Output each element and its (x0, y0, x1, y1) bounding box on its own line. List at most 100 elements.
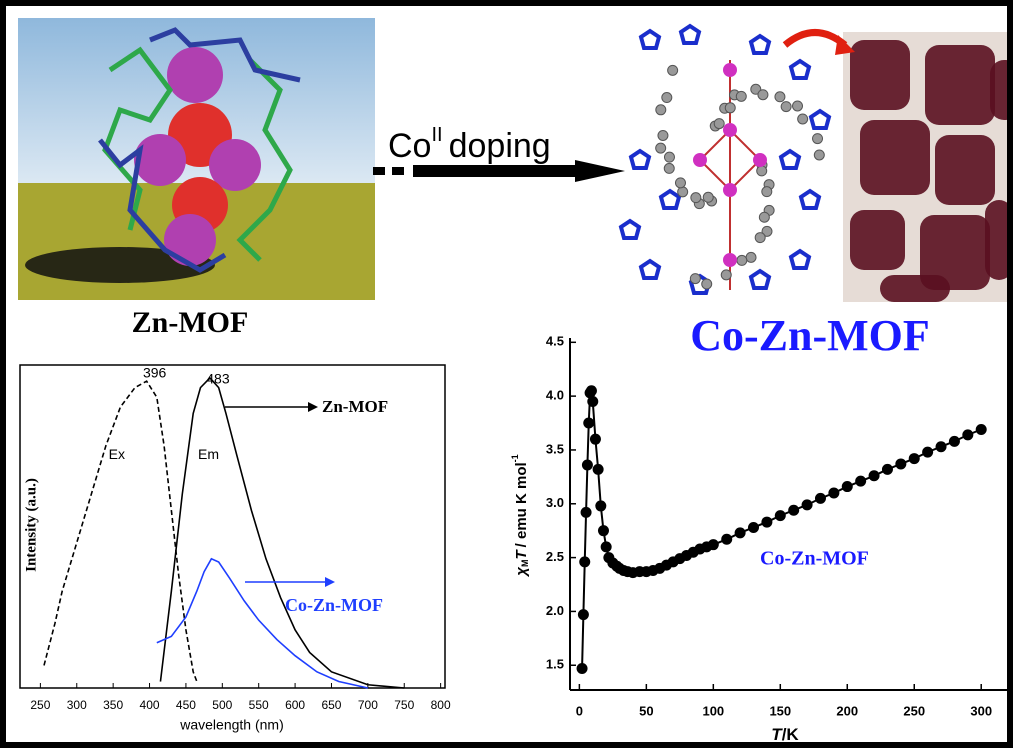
data-point (936, 441, 947, 452)
x-tick-label: 250 (903, 703, 925, 718)
data-point (590, 434, 601, 445)
metal (693, 153, 707, 167)
co-zn-mof-caption: Co-Zn-MOF (690, 311, 930, 360)
atom (721, 270, 731, 280)
atom (664, 152, 674, 162)
data-point (895, 458, 906, 469)
doping-superscript: II (431, 124, 442, 146)
x-tick-label: 450 (176, 698, 196, 712)
data-point (578, 609, 589, 620)
atom (656, 105, 666, 115)
x-tick-label: 500 (212, 698, 232, 712)
annotation: Co-Zn-MOF (760, 548, 869, 570)
data-point (775, 510, 786, 521)
x-tick-label: 700 (358, 698, 378, 712)
crystal (935, 135, 995, 205)
crystal-photo (843, 32, 1013, 302)
atom (813, 134, 823, 144)
x-axis-label: T/K (771, 725, 799, 744)
data-point (587, 396, 598, 407)
data-point (735, 527, 746, 538)
y-tick-label: 3.5 (546, 441, 564, 456)
graphical-abstract: Zn-MOF CoIIdoping Co-Zn-MOF 250300350400… (0, 0, 1013, 748)
y-tick-label: 1.5 (546, 657, 564, 672)
doping-label: CoIIdoping (388, 124, 551, 165)
atom (737, 255, 747, 265)
x-tick-label: 100 (702, 703, 724, 718)
annotation: Zn-MOF (322, 397, 388, 416)
data-point (721, 534, 732, 545)
x-tick-label: 50 (639, 703, 653, 718)
metal (723, 123, 737, 137)
zn-mof-caption: Zn-MOF (132, 306, 249, 339)
y-axis-label: Intensity (a.u.) (23, 478, 39, 572)
x-tick-label: 300 (970, 703, 992, 718)
zn-mof-illustration (18, 18, 375, 300)
series-label: Em (198, 446, 219, 462)
doping-suffix: doping (449, 127, 551, 165)
crystal (880, 275, 950, 302)
atom (656, 143, 666, 153)
data-point (842, 481, 853, 492)
atom (668, 65, 678, 75)
crystal (860, 120, 930, 195)
x-tick-label: 600 (285, 698, 305, 712)
data-point (922, 447, 933, 458)
metal (723, 253, 737, 267)
atom (725, 103, 735, 113)
series-label: Ex (109, 446, 125, 462)
atom (757, 166, 767, 176)
data-point (586, 385, 597, 396)
atom (736, 91, 746, 101)
atom (755, 233, 765, 243)
atom (758, 90, 768, 100)
x-tick-label: 200 (836, 703, 858, 718)
atom (691, 193, 701, 203)
data-point (855, 476, 866, 487)
data-point (882, 464, 893, 475)
data-point (949, 436, 960, 447)
y-tick-label: 3.0 (546, 495, 564, 510)
atom (775, 92, 785, 102)
atom (793, 101, 803, 111)
data-point (708, 539, 719, 550)
atom (814, 150, 824, 160)
data-point (802, 499, 813, 510)
x-tick-label: 250 (30, 698, 50, 712)
x-tick-label: 750 (394, 698, 414, 712)
atom (759, 212, 769, 222)
atom (690, 274, 700, 284)
y-axis-label: χMT/ emu K mol-1 (510, 454, 530, 577)
metal (753, 153, 767, 167)
x-tick-label: 300 (67, 698, 87, 712)
data-point (598, 525, 609, 536)
x-tick-label: 350 (103, 698, 123, 712)
y-label-subscript: M (520, 560, 530, 568)
y-label-exponent: -1 (510, 454, 520, 462)
atom (762, 187, 772, 197)
x-axis-label: wavelength (nm) (179, 717, 284, 733)
data-point (815, 493, 826, 504)
x-tick-label: 800 (431, 698, 451, 712)
crystal (850, 40, 910, 110)
atom (714, 119, 724, 129)
metal (723, 63, 737, 77)
data-point (583, 418, 594, 429)
peak-label: 483 (206, 371, 230, 387)
atom (798, 114, 808, 124)
data-point (869, 470, 880, 481)
crystal (850, 210, 905, 270)
data-point (976, 424, 987, 435)
atom (662, 93, 672, 103)
x-tick-label: 550 (249, 698, 269, 712)
data-point (593, 464, 604, 475)
atom (702, 279, 712, 289)
data-point (595, 500, 606, 511)
x-label-unit: /K (782, 725, 800, 744)
data-point (601, 541, 612, 552)
crystal (925, 45, 995, 125)
metal (723, 183, 737, 197)
data-point (581, 507, 592, 518)
data-point (828, 488, 839, 499)
y-label-unit: / emu K mol (513, 462, 530, 547)
